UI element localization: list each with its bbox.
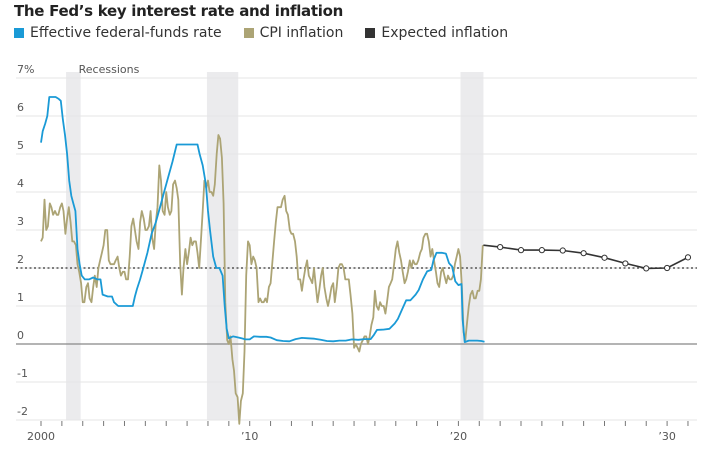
legend-swatch-expected: [365, 28, 376, 38]
y-tick-label: -1: [17, 367, 28, 380]
y-tick-label: 2: [17, 253, 24, 266]
fed-funds-rate-line: [40, 96, 485, 344]
y-tick-label: 0: [17, 329, 24, 342]
legend-label-expected: Expected inflation: [381, 25, 509, 41]
expected-inflation-point: [580, 250, 587, 257]
y-tick-label: -2: [17, 405, 28, 418]
x-tick-label: 2000: [27, 430, 55, 443]
expected-inflation-point: [664, 264, 671, 272]
expected-inflation-point: [497, 244, 504, 251]
legend-label-fed-funds: Effective federal-funds rate: [30, 25, 222, 41]
chart-title: The Fed’s key interest rate and inflatio…: [14, 2, 343, 20]
y-tick-label: 5: [17, 139, 24, 152]
x-tick-label: ’10: [241, 430, 259, 443]
legend-swatch-cpi: [243, 28, 254, 38]
legend-label-cpi: CPI inflation: [259, 25, 344, 41]
expected-inflation-point: [601, 254, 608, 261]
expected-inflation-point: [559, 247, 566, 254]
cpi-inflation-line: [40, 134, 484, 425]
legend-item-expected: Expected inflation: [365, 25, 508, 41]
y-tick-label: 7%: [17, 63, 34, 76]
y-tick-label: 6: [17, 101, 24, 114]
recession-band: [460, 72, 484, 420]
legend-swatch-fed-funds: [14, 28, 24, 38]
recession-band: [66, 72, 81, 420]
expected-inflation-line: [483, 244, 689, 270]
expected-inflation-point: [622, 260, 629, 267]
y-tick-label: 4: [17, 177, 24, 190]
x-tick-label: ’20: [450, 430, 468, 443]
legend-item-fed-funds: Effective federal-funds rate: [14, 25, 222, 41]
expected-inflation-point: [538, 247, 545, 254]
y-tick-label: 1: [17, 291, 24, 304]
expected-inflation-point: [684, 254, 692, 261]
expected-inflation-point: [643, 265, 650, 272]
legend-item-cpi: CPI inflation: [243, 25, 344, 41]
legend: Effective federal-funds rate CPI inflati…: [14, 25, 508, 41]
recessions-label: Recessions: [79, 63, 140, 76]
expected-inflation-point: [517, 247, 525, 254]
y-tick-label: 3: [17, 215, 24, 228]
x-tick-label: ’30: [658, 430, 676, 443]
